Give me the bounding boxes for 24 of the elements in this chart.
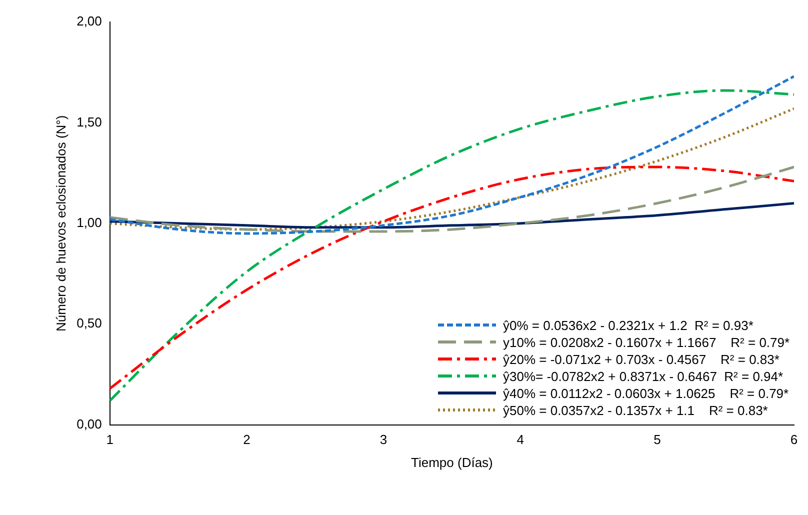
x-tick-label: 3 [380,432,388,448]
line-series [110,166,794,233]
x-tick-label: 1 [106,432,114,448]
x-tick-label: 4 [516,432,524,448]
y-tick-label: 0,00 [76,416,102,432]
x-axis-title: Tiempo (Días) [411,454,493,470]
y-axis-title: Número de huevos eclosionados (N°) [53,115,68,332]
x-tick-label: 2 [243,432,250,448]
line-series [110,75,794,235]
legend-label: ŷ30%= -0.0782x2 + 0.8371x - 0.6467 R² = 0.94* [503,368,784,385]
y-tick-label: 0,50 [76,316,102,331]
y-tick-label: 1,50 [76,114,102,130]
line-series [110,107,794,231]
legend-label: ŷ50% = 0.0357x2 - 0.1357x + 1.1 R² = 0.83* [503,402,768,419]
legend-label: ŷ40% = 0.0112x2 - 0.0603x + 1.0625 R² = 0.79* [503,384,789,402]
legend-label: ŷ0% = 0.0536x2 - 0.2321x + 1.2 R² = 0.93* [503,316,754,334]
x-tick-label: 6 [790,432,798,448]
legend-label: ŷ20% = -0.071x2 + 0.703x - 0.4567 R² = 0.83* [503,350,780,368]
line-series [110,89,794,402]
y-tick-label: 1,00 [76,214,102,230]
y-tick-label: 2,00 [76,14,102,29]
line-series [110,166,794,390]
legend-label: y10% = 0.0208x2 - 0.1607x + 1.1667 R² = 0.79* [503,334,790,351]
x-tick-label: 5 [654,432,661,448]
